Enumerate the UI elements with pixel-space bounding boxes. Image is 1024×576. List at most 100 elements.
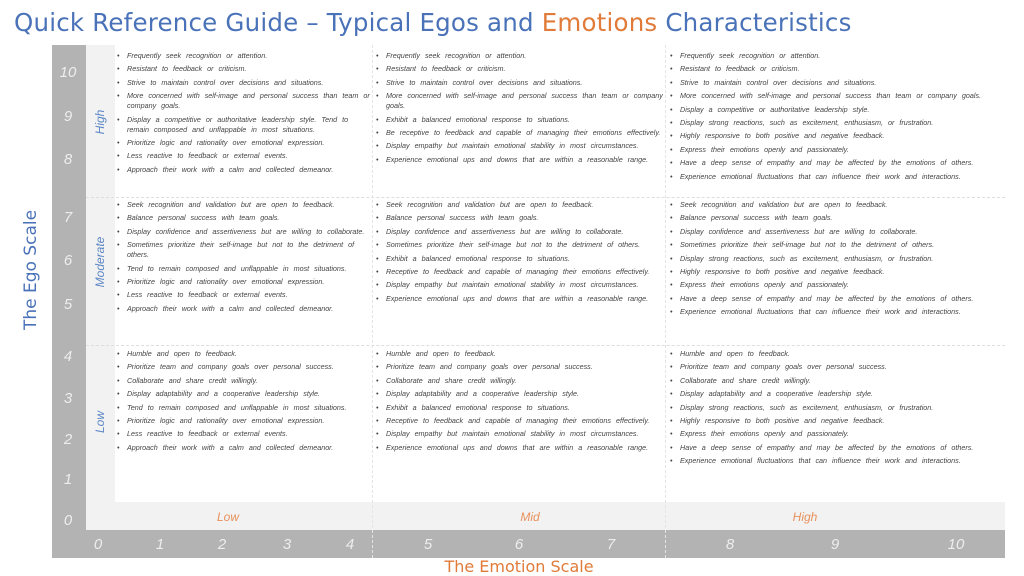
emotion-tick: 2 <box>217 536 227 553</box>
title-highlight: Emotions <box>541 8 658 37</box>
characteristics-cell: Humble and open to feedback. Prioritize t… <box>668 349 1003 470</box>
emotion-tick: 0 <box>93 536 103 553</box>
list-item: Resistant to feedback or criticism. <box>115 64 372 74</box>
list-item: Display confidence and assertiveness but… <box>374 227 664 237</box>
ego-tick: 2 <box>63 431 73 448</box>
list-item: Prioritize team and company goals over p… <box>115 362 372 372</box>
list-item: Receptive to feedback and capable of man… <box>374 267 664 277</box>
emotion-level-label: Low <box>216 510 240 524</box>
characteristics-cell: Seek recognition and validation but are … <box>374 200 664 307</box>
list-item: Experience emotional fluctuations that c… <box>668 172 1003 182</box>
characteristics-list: Seek recognition and validation but are … <box>115 200 372 314</box>
ego-scale-label: The Ego Scale <box>21 209 41 331</box>
list-item: Have a deep sense of empathy and may be … <box>668 158 1003 168</box>
list-item: Display confidence and assertiveness but… <box>115 227 372 237</box>
characteristics-cell: Frequently seek recognition or attention… <box>374 51 664 168</box>
list-item: Frequently seek recognition or attention… <box>374 51 664 61</box>
characteristics-list: Humble and open to feedback. Prioritize t… <box>374 349 664 453</box>
list-item: Resistant to feedback or criticism. <box>374 64 664 74</box>
list-item: Have a deep sense of empathy and may be … <box>668 294 1003 304</box>
characteristics-list: Frequently seek recognition or attention… <box>115 51 372 175</box>
list-item: Display strong reactions, such as excite… <box>668 254 1003 264</box>
column-divider <box>372 45 373 558</box>
list-item: Approach their work with a calm and coll… <box>115 165 372 175</box>
list-item: Prioritize logic and rationality over em… <box>115 138 372 148</box>
emotion-level-label: High <box>792 510 818 524</box>
list-item: Express their emotions openly and passio… <box>668 429 1003 439</box>
list-item: Prioritize team and company goals over p… <box>374 362 664 372</box>
emotion-tick: 1 <box>155 536 165 553</box>
emotion-tick: 8 <box>725 536 735 553</box>
list-item: Seek recognition and validation but are … <box>115 200 372 210</box>
characteristics-list: Humble and open to feedback. Prioritize t… <box>115 349 372 453</box>
list-item: Collaborate and share credit willingly. <box>668 376 1003 386</box>
list-item: Display a competitive or authoritative l… <box>668 105 1003 115</box>
ego-tick: 1 <box>63 471 73 488</box>
characteristics-list: Frequently seek recognition or attention… <box>668 51 1003 182</box>
list-item: Seek recognition and validation but are … <box>374 200 664 210</box>
list-item: Approach their work with a calm and coll… <box>115 304 372 314</box>
ego-level-label: High <box>93 109 107 135</box>
list-item: Display strong reactions, such as excite… <box>668 118 1003 128</box>
row-divider <box>86 197 1005 198</box>
list-item: Highly responsive to both positive and n… <box>668 131 1003 141</box>
list-item: Experience emotional fluctuations that c… <box>668 307 1003 317</box>
characteristics-list: Seek recognition and validation but are … <box>668 200 1003 317</box>
list-item: Resistant to feedback or criticism. <box>668 64 1003 74</box>
list-item: More concerned with self-image and perso… <box>374 91 664 111</box>
list-item: Collaborate and share credit willingly. <box>374 376 664 386</box>
title-suffix: Characteristics <box>657 8 852 37</box>
list-item: Display strong reactions, such as excite… <box>668 403 1003 413</box>
list-item: Prioritize team and company goals over p… <box>668 362 1003 372</box>
list-item: Highly responsive to both positive and n… <box>668 416 1003 426</box>
list-item: Be receptive to feedback and capable of … <box>374 128 664 138</box>
list-item: Exhibit a balanced emotional response to… <box>374 254 664 264</box>
list-item: Seek recognition and validation but are … <box>668 200 1003 210</box>
list-item: Experience emotional ups and downs that … <box>374 294 664 304</box>
ego-tick: 3 <box>63 390 73 407</box>
emotion-tick: 4 <box>345 536 355 553</box>
list-item: Less reactive to feedback or external ev… <box>115 429 372 439</box>
ego-tick: 7 <box>63 209 73 226</box>
list-item: Receptive to feedback and capable of man… <box>374 416 664 426</box>
list-item: Exhibit a balanced emotional response to… <box>374 115 664 125</box>
list-item: Strive to maintain control over decision… <box>668 78 1003 88</box>
list-item: Approach their work with a calm and coll… <box>115 443 372 453</box>
list-item: Frequently seek recognition or attention… <box>115 51 372 61</box>
characteristics-cell: Humble and open to feedback. Prioritize t… <box>115 349 372 456</box>
list-item: Express their emotions openly and passio… <box>668 145 1003 155</box>
characteristics-list: Humble and open to feedback. Prioritize t… <box>668 349 1003 466</box>
emotion-tick: 10 <box>947 536 965 553</box>
list-item: Display empathy but maintain emotional s… <box>374 429 664 439</box>
list-item: Strive to maintain control over decision… <box>374 78 664 88</box>
list-item: Humble and open to feedback. <box>668 349 1003 359</box>
list-item: Display empathy but maintain emotional s… <box>374 280 664 290</box>
emotion-tick: 5 <box>423 536 433 553</box>
ego-tick: 0 <box>63 512 73 529</box>
list-item: Balance personal success with team goals… <box>374 213 664 223</box>
ego-level-label: Low <box>93 410 107 434</box>
characteristics-cell: Seek recognition and validation but are … <box>668 200 1003 321</box>
list-item: Sometimes prioritize their self-image bu… <box>668 240 1003 250</box>
characteristics-cell: Seek recognition and validation but are … <box>115 200 372 317</box>
list-item: Express their emotions openly and passio… <box>668 280 1003 290</box>
list-item: Balance personal success with team goals… <box>115 213 372 223</box>
list-item: More concerned with self-image and perso… <box>668 91 1003 101</box>
list-item: Tend to remain composed and unflappable … <box>115 403 372 413</box>
list-item: Display adaptability and a cooperative l… <box>115 389 372 399</box>
emotion-tick: 6 <box>514 536 524 553</box>
page-title: Quick Reference Guide – Typical Egos and… <box>14 8 852 37</box>
list-item: Tend to remain composed and unflappable … <box>115 264 372 274</box>
characteristics-cell: Humble and open to feedback. Prioritize t… <box>374 349 664 456</box>
list-item: Strive to maintain control over decision… <box>115 78 372 88</box>
list-item: Less reactive to feedback or external ev… <box>115 290 372 300</box>
emotion-tick: 9 <box>830 536 840 553</box>
ego-tick: 8 <box>63 151 73 168</box>
ego-tick: 6 <box>63 252 73 269</box>
ego-tick: 4 <box>63 348 73 365</box>
row-divider <box>86 345 1005 346</box>
list-item: Humble and open to feedback. <box>115 349 372 359</box>
list-item: Display a competitive or authoritative l… <box>115 115 372 135</box>
list-item: Humble and open to feedback. <box>374 349 664 359</box>
list-item: Have a deep sense of empathy and may be … <box>668 443 1003 453</box>
